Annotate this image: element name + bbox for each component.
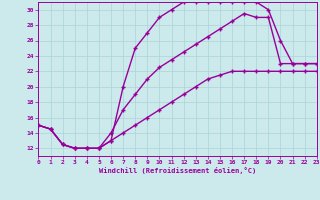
X-axis label: Windchill (Refroidissement éolien,°C): Windchill (Refroidissement éolien,°C) (99, 167, 256, 174)
